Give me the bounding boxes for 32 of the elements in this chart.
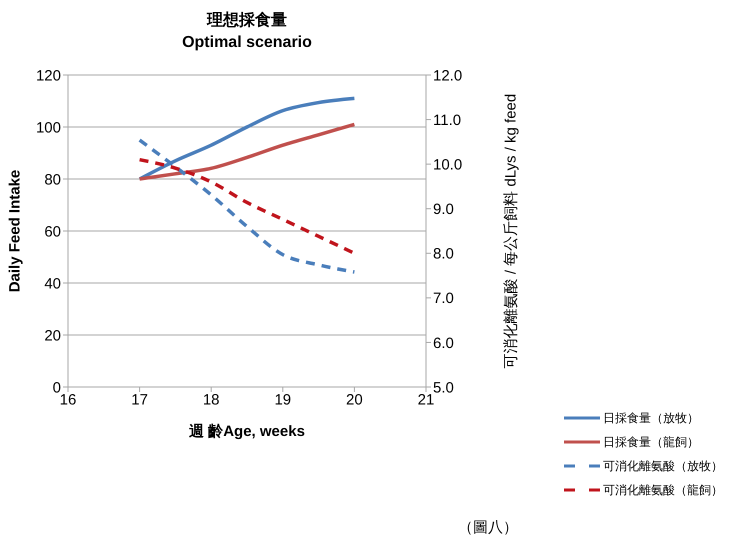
chart-subtitle: Optimal scenario (181, 33, 313, 53)
x-tick-label: 16 (60, 392, 76, 409)
legend-label: 可消化離氨酸（放牧） (603, 458, 723, 474)
y2-tick-label: 10.0 (433, 156, 462, 174)
y2-tick-label: 9.0 (433, 201, 454, 218)
y2-tick-label: 5.0 (433, 379, 454, 396)
x-tick-label: 20 (346, 392, 363, 409)
y-tick-label: 120 (36, 67, 61, 84)
line-series (138, 122, 356, 181)
y2-tick-label: 11.0 (433, 112, 462, 129)
y2-axis-title: 可消化離氨酸 / 每公斤飼料 dLys / kg feed (502, 94, 520, 368)
y2-tick-label: 7.0 (433, 290, 454, 308)
x-axis-title: 週 齡Age, weeks (188, 423, 305, 440)
legend-label: 可消化離氨酸（龍飼） (603, 482, 723, 498)
chart-title: 理想採食量 (206, 10, 288, 31)
legend-label: 日採食量（放牧） (603, 410, 699, 426)
y-axis-title: Daily Feed Intake (6, 170, 24, 292)
y2-tick-label: 8.0 (433, 246, 454, 263)
y-tick-label: 60 (44, 223, 61, 240)
x-tick-label: 21 (418, 392, 434, 409)
x-tick-label: 17 (131, 392, 148, 409)
y-tick-label: 80 (44, 171, 61, 188)
text: （圖八） (458, 518, 518, 537)
y-tick-label: 20 (44, 327, 61, 344)
y-tick-label: 40 (44, 275, 61, 292)
y2-tick-label: 12.0 (433, 67, 462, 84)
x-tick-label: 19 (274, 392, 292, 409)
y-tick-label: 100 (36, 119, 61, 136)
y-tick-label: 0 (52, 379, 61, 396)
legend-label: 日採食量（龍飼） (603, 434, 699, 450)
x-tick-label: 18 (202, 392, 220, 409)
y2-tick-label: 6.0 (433, 334, 454, 352)
